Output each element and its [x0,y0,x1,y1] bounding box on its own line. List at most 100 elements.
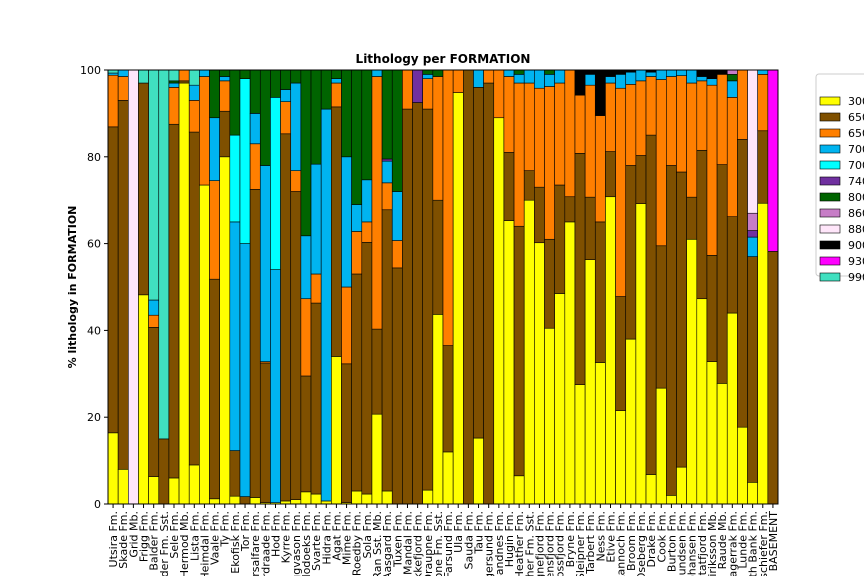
x-tick-label: Hugin Fm. [503,511,516,567]
x-tick-label: Kupferschiefer Fm. [757,511,770,576]
bar-segment [564,221,576,505]
x-tick-label: Frigg Fm. [138,511,151,562]
bar-segment [381,490,393,505]
bar-segment [178,82,190,505]
bar-segment [432,199,444,315]
legend-label: 65030 [848,127,864,140]
bar-segment [584,196,596,260]
bar-segment [676,171,687,468]
bar-segment [249,69,261,114]
x-tick-label: Heather Fm. [513,511,526,576]
bar-segment [523,170,535,201]
bar-segment [148,69,160,301]
bar-segment [686,238,698,505]
bar-segment [361,221,373,243]
bar-segment [615,410,627,505]
x-tick-label: Aasgard Fm. [381,511,394,576]
x-tick-label: Hermod Mb. [178,511,191,576]
x-tick-label: Smith Bank Fm. [747,511,760,576]
bar-segment [615,87,627,297]
bar-segment [534,69,545,89]
bar-segment [300,491,312,505]
legend-label: 88000 [848,223,864,236]
bar-segment [757,69,769,75]
bar-segment [747,212,758,231]
x-tick-label: Johansen Fm. [686,511,699,576]
x-tick-label: Tau Fm. [473,511,486,555]
bar-segment [554,69,566,84]
bar-segment [259,69,271,166]
bar-segment [402,69,413,110]
bar-segment [473,87,484,439]
bar-segment [361,179,373,223]
bar-segment [371,328,383,415]
y-tick-label: 100 [80,64,101,77]
bar-segment [331,82,342,108]
x-tick-label: Ekofisk Fm. [229,511,242,574]
bar-segment [706,78,718,86]
bar-segment [270,69,281,98]
bar-segment [361,241,373,495]
bar-segment [148,327,160,477]
bar-segment [422,78,434,110]
bar-segment [310,69,322,165]
bar-segment [716,74,728,165]
bar-segment [483,69,495,84]
bar-segment [544,327,555,505]
x-tick-label: Lunde Fm. [736,511,749,569]
bar-segment [544,238,555,329]
bar-segment [158,438,170,505]
bar-segment [209,498,220,505]
bar-segment [473,69,484,88]
bar-segment [371,76,383,330]
bar-segment [239,69,251,79]
bar-segment [432,69,444,77]
bar-segment [615,74,627,89]
bar-segment [452,69,464,93]
x-tick-label: Lista Fm. [188,511,201,561]
bar-segment [564,69,576,198]
bar-segment [371,69,383,77]
bar-segment [148,314,160,328]
bar-segment [341,69,352,158]
legend-swatch [819,112,841,122]
bar-segment [331,356,342,505]
bar-segment [564,196,576,223]
bar-segment [554,184,566,294]
bar-segment [391,69,403,192]
bar-segment [696,69,708,77]
bar-segment [320,69,332,110]
bar-segment [280,101,292,135]
bar-segment [645,134,657,475]
x-tick-label: Flekkefjord Fm. [412,511,425,576]
x-tick-label: Utsira Fm. [107,511,120,567]
x-tick-label: Balder Fm. Sst. [158,511,171,576]
bar-segment [188,131,200,466]
legend-label: 99000 [848,271,864,284]
bar-segment [107,126,119,434]
bar-segment [757,130,769,204]
bar-segment [686,69,698,84]
bar-segment [158,69,170,440]
x-tick-label: Kyrre Fm. [280,511,293,563]
bar-segment [331,106,342,357]
bar-segment [605,82,616,152]
bar-segment [219,76,231,82]
bar-segment [676,466,687,505]
bar-segment [391,191,403,241]
x-tick-label: Farsund Fm. [442,511,455,576]
x-tick-label: Sognefjord Fm. [533,511,546,576]
bar-segment [290,69,302,84]
bar-segment [351,231,363,275]
legend-label: 93000 [848,255,864,268]
bar-segment [666,495,677,505]
chart-title: Lithology per FORMATION [356,52,531,66]
bar-segment [300,235,312,300]
bar-segment [666,165,677,496]
bar-segment [138,82,149,296]
x-tick-label: Jorsalfare Fm. [249,511,262,576]
bar-segment [422,69,434,75]
bar-segment [523,69,535,84]
bar-segment [412,69,423,103]
y-tick-label: 60 [87,238,101,251]
